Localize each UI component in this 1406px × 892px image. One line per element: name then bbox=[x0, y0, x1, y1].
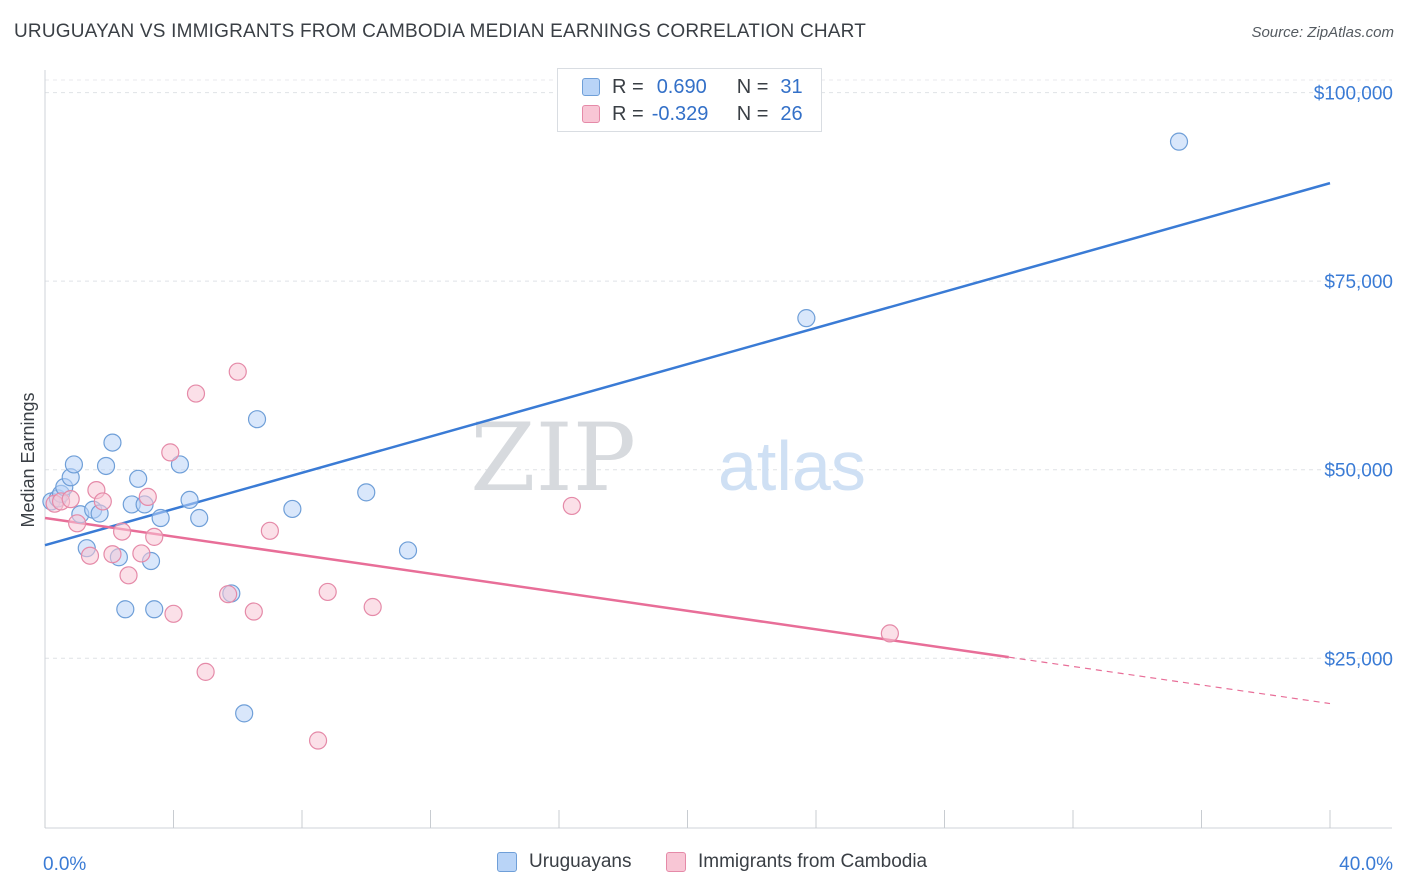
n-value: 31 bbox=[780, 75, 803, 98]
r-value: -0.329 bbox=[651, 102, 709, 125]
cambodia-point bbox=[164, 604, 183, 623]
uruguayan-point bbox=[247, 410, 267, 429]
uruguayan-point bbox=[103, 433, 122, 452]
uruguayan-point bbox=[235, 704, 254, 723]
cambodia-point bbox=[228, 362, 247, 381]
uruguayan-point bbox=[283, 499, 302, 519]
watermark-zip: ZIP bbox=[470, 404, 636, 513]
trend-lines bbox=[44, 181, 1331, 705]
n-value: 26 bbox=[780, 102, 803, 125]
r-value: 0.690 bbox=[656, 75, 707, 98]
x-tick-label: 0.0% bbox=[43, 854, 86, 875]
watermark: ZIP atlas bbox=[470, 404, 866, 513]
cambodia-point bbox=[244, 602, 263, 621]
uruguayan-point bbox=[96, 456, 116, 476]
legend-label: Uruguayans bbox=[529, 851, 632, 872]
axes bbox=[44, 70, 1392, 829]
x-tick-label: 40.0% bbox=[1339, 854, 1393, 875]
n-label: N = bbox=[736, 75, 769, 98]
uruguayan-point bbox=[1169, 132, 1189, 151]
y-tick-label: $75,000 bbox=[1324, 272, 1393, 293]
cambodia-point bbox=[119, 566, 138, 585]
blue-swatch-icon bbox=[582, 78, 600, 96]
uruguayan-point bbox=[797, 309, 816, 328]
y-tick-label: $100,000 bbox=[1314, 84, 1393, 105]
pink-swatch-icon bbox=[582, 105, 600, 123]
watermark-atlas: atlas bbox=[718, 427, 866, 505]
y-tick-label: $25,000 bbox=[1324, 649, 1393, 670]
uruguayan-point bbox=[129, 469, 148, 488]
trend-line bbox=[44, 516, 1009, 659]
cambodia-point bbox=[196, 662, 215, 681]
uruguayan-point bbox=[398, 541, 418, 560]
pink-swatch-icon bbox=[666, 852, 686, 872]
cambodia-point bbox=[260, 521, 279, 540]
cambodia-point bbox=[68, 514, 87, 533]
series-legend: Uruguayans Immigrants from Cambodia bbox=[0, 851, 1406, 879]
n-label: N = bbox=[736, 102, 769, 125]
uruguayan-point bbox=[151, 508, 170, 528]
cambodia-point bbox=[80, 546, 100, 565]
cambodia-point bbox=[132, 544, 151, 563]
cambodia-point bbox=[61, 490, 80, 509]
cambodia-point bbox=[112, 522, 132, 541]
uruguayan-point bbox=[190, 508, 209, 528]
uruguayan-point bbox=[116, 600, 135, 619]
legend-item-cambodia[interactable]: Immigrants from Cambodia bbox=[666, 851, 927, 873]
legend-label: Immigrants from Cambodia bbox=[698, 851, 928, 872]
chart-title: URUGUAYAN VS IMMIGRANTS FROM CAMBODIA ME… bbox=[14, 21, 867, 42]
uruguayan-point bbox=[357, 483, 376, 502]
r-label: R = bbox=[612, 75, 644, 98]
blue-swatch-icon bbox=[497, 852, 517, 872]
cambodia-point bbox=[219, 585, 238, 604]
cambodia-point bbox=[145, 527, 164, 546]
cambodia-point bbox=[308, 731, 328, 750]
uruguayan-point bbox=[64, 455, 84, 474]
source-label: Source: ZipAtlas.com bbox=[1251, 24, 1394, 41]
correlation-legend: R = 0.690 N = 31 R = -0.329 N = 26 bbox=[557, 68, 822, 132]
cambodia-point bbox=[103, 545, 122, 564]
grid-lines bbox=[45, 79, 1392, 659]
cambodia-point bbox=[186, 384, 206, 403]
cambodia-point bbox=[562, 496, 581, 516]
trend-line-extrapolated bbox=[1008, 656, 1331, 705]
legend-row-cambodia: R = -0.329 N = 26 bbox=[582, 101, 803, 127]
cambodia-point bbox=[363, 597, 382, 617]
uruguayan-point bbox=[145, 600, 164, 619]
cambodia-point bbox=[138, 487, 157, 506]
cambodia-point bbox=[318, 582, 337, 602]
legend-item-uruguayans[interactable]: Uruguayans bbox=[497, 851, 631, 873]
cambodia-point bbox=[880, 624, 899, 643]
y-axis-label: Median Earnings bbox=[18, 392, 38, 527]
cambodia-point bbox=[93, 492, 112, 511]
r-label: R = bbox=[612, 102, 644, 125]
trend-line bbox=[44, 181, 1331, 547]
data-points bbox=[42, 132, 1189, 750]
tick-labels: $25,000 $50,000 $75,000 $100,000 0.0% 40.0% bbox=[43, 84, 1393, 875]
legend-row-uruguayans: R = 0.690 N = 31 bbox=[582, 74, 803, 100]
y-tick-label: $50,000 bbox=[1324, 461, 1393, 482]
uruguayan-point bbox=[170, 455, 190, 474]
cambodia-point bbox=[161, 443, 180, 462]
uruguayan-point bbox=[180, 490, 199, 510]
